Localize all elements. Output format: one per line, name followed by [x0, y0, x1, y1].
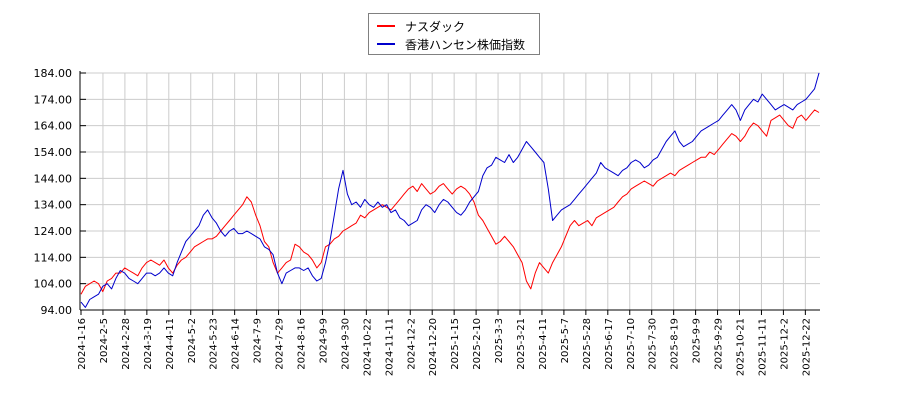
x-tick-label: 2025-12-22 — [801, 318, 812, 376]
x-tick-label: 2025-5-28 — [582, 318, 593, 370]
x-tick-label: 2024-1-16 — [77, 318, 88, 370]
y-tick-label: 104.00 — [34, 278, 73, 291]
series-lines — [80, 72, 820, 308]
x-tick-label: 2024-7-9 — [253, 318, 264, 363]
x-tick-label: 2025-11-11 — [757, 318, 768, 376]
legend-item-hang-seng: 香港ハンセン株価指数 — [377, 36, 525, 52]
hang-seng-line — [80, 72, 820, 308]
x-tick-label: 2024-3-19 — [143, 318, 154, 370]
axes — [79, 71, 820, 315]
grid-lines — [80, 72, 820, 310]
x-tick-label: 2025-6-17 — [604, 318, 615, 370]
x-tick-label: 2024-8-16 — [297, 318, 308, 370]
x-tick-label: 2025-2-10 — [472, 318, 483, 370]
y-axis-ticks: 184.00 174.00 164.00 154.00 144.00 134.00 124.… — [34, 67, 73, 317]
x-tick-label: 2025-3-21 — [516, 318, 527, 370]
x-tick-label: 2024-9-30 — [340, 318, 351, 370]
x-tick-label: 2025-1-15 — [450, 318, 461, 370]
x-tick-label: 2025-8-19 — [670, 318, 681, 370]
x-tick-label: 2024-12-2 — [406, 318, 417, 370]
x-tick-label: 2024-10-22 — [362, 318, 373, 376]
x-tick-label: 2024-5-2 — [187, 318, 198, 363]
x-tick-label: 2024-2-28 — [121, 318, 132, 370]
y-tick-label: 94.00 — [41, 304, 73, 317]
x-tick-label: 2024-11-11 — [384, 318, 395, 376]
x-tick-label: 2025-5-7 — [560, 318, 571, 363]
x-tick-label: 2024-5-23 — [209, 318, 220, 370]
x-tick-label: 2025-7-30 — [648, 318, 659, 370]
y-tick-label: 154.00 — [34, 146, 73, 159]
x-tick-label: 2024-7-29 — [275, 318, 286, 370]
y-tick-label: 134.00 — [34, 199, 73, 212]
legend-item-nasdaq: ナスダック — [377, 18, 465, 34]
x-tick-label: 2024-9-9 — [318, 318, 329, 363]
legend-label: 香港ハンセン株価指数 — [405, 37, 526, 52]
y-tick-label: 144.00 — [34, 172, 73, 185]
y-tick-label: 114.00 — [34, 251, 73, 264]
x-tick-label: 2024-4-11 — [165, 318, 176, 370]
x-tick-label: 2025-4-11 — [538, 318, 549, 370]
x-tick-label: 2025-9-29 — [714, 318, 725, 370]
x-tick-label: 2025-9-9 — [692, 318, 703, 363]
y-tick-label: 124.00 — [34, 225, 73, 238]
y-tick-label: 184.00 — [34, 67, 73, 80]
x-tick-label: 2024-6-14 — [231, 318, 242, 370]
x-tick-label: 2025-3-3 — [494, 318, 505, 363]
legend-swatch-red — [377, 25, 395, 27]
x-tick-label: 2025-12-2 — [779, 318, 790, 370]
x-axis-ticks: 2024-1-16 2024-2-5 2024-2-28 2024-3-19 2024-… — [77, 318, 812, 376]
x-tick-label: 2024-2-5 — [99, 318, 110, 363]
legend-label: ナスダック — [405, 19, 466, 34]
chart-legend: ナスダック 香港ハンセン株価指数 — [368, 13, 540, 55]
x-tick-label: 2025-7-10 — [626, 318, 637, 370]
y-tick-label: 174.00 — [34, 93, 73, 106]
y-tick-label: 164.00 — [34, 120, 73, 133]
nasdaq-line — [80, 109, 820, 295]
x-tick-label: 2025-10-21 — [736, 318, 747, 376]
x-tick-label: 2024-12-20 — [428, 318, 439, 376]
legend-swatch-blue — [377, 43, 395, 45]
